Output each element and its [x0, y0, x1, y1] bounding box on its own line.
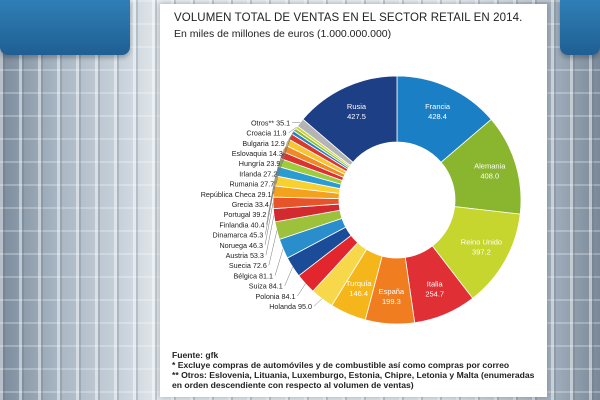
- outside-label-value-suiza: 84.1: [269, 282, 283, 291]
- slice-label-alemania: Alemania: [474, 162, 506, 171]
- slice-label-rusia: Rusia: [347, 102, 367, 111]
- leader-bulgaria: [286, 129, 295, 144]
- outside-label-name-republica-checa: República Checa: [201, 190, 258, 199]
- leader-croacia: [288, 127, 297, 134]
- outside-label-value-republica-checa: 29.1: [257, 190, 271, 199]
- chart-title: VOLUMEN TOTAL DE VENTAS EN EL SECTOR RET…: [174, 12, 523, 24]
- outside-label-dinamarca: Dinamarca 45.3: [213, 231, 264, 240]
- leader-rumania: [275, 148, 285, 184]
- outside-label-value-eslovaquia: 14.3: [269, 149, 283, 158]
- outside-label-name-eslovaquia: Eslovaquia: [232, 149, 269, 158]
- slice-rusia: [302, 75, 398, 163]
- outside-label-irlanda: Irlanda 27.2: [239, 169, 277, 178]
- leader-suecia: [268, 230, 278, 266]
- outside-label-suecia: Suecia 72.6: [229, 261, 267, 270]
- outside-label-portugal: Portugal 39.2: [224, 210, 267, 219]
- slice-label-reino-unido: Reino Unido: [461, 238, 502, 247]
- leader-hungria: [282, 136, 291, 164]
- outside-label-grecia: Grecia 33.4: [232, 200, 269, 209]
- leader-irlanda: [279, 142, 288, 174]
- outside-label-value-irlanda: 27.2: [263, 169, 277, 178]
- outside-label-value-dinamarca: 45.3: [249, 231, 263, 240]
- outside-label-value-finlandia: 40.4: [250, 220, 264, 229]
- outside-label-value-noruega: 46.3: [249, 241, 263, 250]
- outside-label-name-hungria: Hungría: [239, 159, 267, 168]
- slice-label-turquia: Turquía: [346, 279, 372, 288]
- leader-suiza: [284, 266, 293, 286]
- slice-value-francia: 428.4: [428, 112, 447, 121]
- outside-label-value-hungria: 23.9: [266, 159, 280, 168]
- leader-noruega: [264, 202, 274, 246]
- outside-label-bulgaria: Bulgaria 12.9: [242, 139, 284, 148]
- footnote-2: ** Otros: Eslovenia, Lituania, Luxemburg…: [172, 370, 535, 390]
- outside-label-value-rumania: 27.7: [260, 180, 274, 189]
- outside-label-name-irlanda: Irlanda: [239, 169, 263, 178]
- outside-label-value-bulgaria: 12.9: [271, 139, 285, 148]
- slice-value-reino-unido: 397.2: [472, 248, 491, 257]
- outside-label-polonia: Polonia 84.1: [256, 292, 296, 301]
- slice-value-italia: 254.7: [425, 289, 444, 298]
- leader-dinamarca: [265, 191, 274, 235]
- outside-label-name-bulgaria: Bulgaria: [242, 139, 270, 148]
- outside-label-value-otros: 35.1: [276, 118, 290, 127]
- leader-holanda: [313, 298, 323, 307]
- outside-label-croacia: Croacia 11.9: [246, 129, 286, 138]
- outside-label-value-austria: 53.3: [250, 251, 264, 260]
- outside-label-name-polonia: Polonia: [256, 292, 282, 301]
- outside-label-name-otros: Otros**: [251, 118, 276, 127]
- slice-label-italia: Italia: [427, 279, 444, 288]
- chart-subtitle: En miles de millones de euros (1.000.000…: [174, 28, 392, 40]
- outside-label-name-grecia: Grecia: [232, 200, 255, 209]
- slice-value-rusia: 427.5: [347, 112, 366, 121]
- outside-label-value-croacia: 11.9: [273, 129, 286, 138]
- slice-value-turquia: 146.4: [349, 289, 368, 298]
- outside-label-name-holanda: Holanda: [269, 302, 298, 311]
- outside-label-noruega: Noruega 46.3: [219, 241, 263, 250]
- cart-handle-left: [0, 0, 130, 55]
- outside-label-name-dinamarca: Dinamarca: [213, 231, 250, 240]
- leader-polonia: [297, 283, 306, 297]
- outside-label-name-finlandia: Finlandia: [219, 220, 250, 229]
- chart-panel: VOLUMEN TOTAL DE VENTAS EN EL SECTOR RET…: [160, 4, 547, 397]
- leader-belgica: [274, 248, 284, 276]
- slice-value-alemania: 408.0: [480, 172, 499, 181]
- outside-label-republica-checa: República Checa 29.1: [201, 190, 272, 199]
- outside-label-eslovaquia: Eslovaquia 14.3: [232, 149, 283, 158]
- slice-label-espana: España: [379, 287, 405, 296]
- slice-value-espana: 199.3: [382, 297, 401, 306]
- outside-label-rumania: Rumania 27.7: [229, 180, 274, 189]
- outside-label-value-holanda: 95.0: [298, 302, 312, 311]
- outside-label-value-grecia: 33.4: [255, 200, 269, 209]
- slice-label-francia: Francia: [425, 102, 451, 111]
- outside-label-austria: Austria 53.3: [226, 251, 264, 260]
- outside-label-name-portugal: Portugal: [224, 210, 253, 219]
- outside-label-value-suecia: 72.6: [253, 261, 267, 270]
- outside-label-name-austria: Austria: [226, 251, 250, 260]
- outside-label-name-noruega: Noruega: [219, 241, 249, 250]
- outside-label-holanda: Holanda 95.0: [269, 302, 312, 311]
- footnotes: Fuente: gfk * Excluye compras de automóv…: [172, 350, 544, 390]
- leader-finlandia: [266, 180, 275, 225]
- outside-label-value-belgica: 81.1: [259, 271, 273, 280]
- leader-austria: [265, 215, 275, 256]
- outside-label-value-polonia: 84.1: [282, 292, 296, 301]
- outside-label-suiza: Suiza 84.1: [249, 282, 283, 291]
- outside-label-name-croacia: Croacia: [246, 129, 273, 138]
- outside-label-finlandia: Finlandia 40.4: [219, 220, 264, 229]
- outside-label-name-rumania: Rumania: [229, 180, 260, 189]
- outside-label-otros: Otros** 35.1: [251, 118, 290, 127]
- outside-label-belgica: Bélgica 81.1: [233, 271, 273, 280]
- footnote-1: * Excluye compras de automóviles y de co…: [172, 360, 510, 370]
- outside-label-name-suecia: Suecia: [229, 261, 253, 270]
- leader-republica-checa: [273, 154, 282, 195]
- cart-handle-right: [560, 0, 600, 55]
- outside-label-name-belgica: Bélgica: [233, 271, 259, 280]
- outside-label-name-suiza: Suiza: [249, 282, 269, 291]
- outside-label-hungria: Hungría 23.9: [239, 159, 281, 168]
- source-note: Fuente: gfk: [172, 350, 219, 360]
- outside-label-value-portugal: 39.2: [252, 210, 266, 219]
